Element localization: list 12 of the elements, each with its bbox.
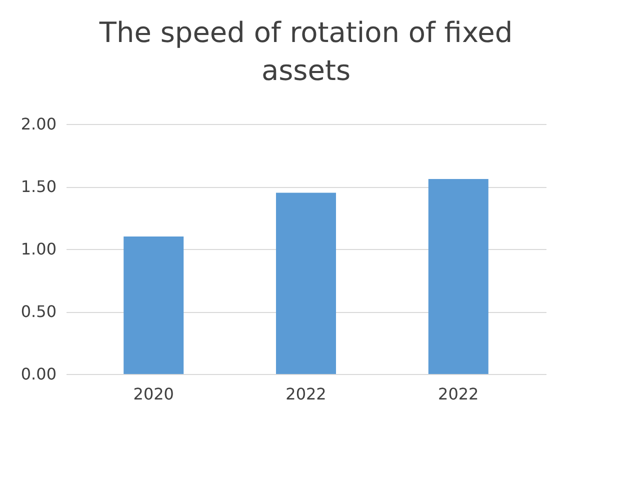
y-tick-label: 1.00 [20, 240, 56, 258]
y-tick-label: 2.00 [20, 114, 56, 134]
y-tick-label: 1.50 [20, 177, 56, 196]
chart-title: The speed of rotation of fixed assets [98, 16, 513, 87]
x-tick-label: 2022 [286, 384, 326, 404]
x-tick-label: 2022 [438, 384, 479, 404]
bar [276, 192, 336, 374]
bar [428, 179, 488, 374]
x-tick-label: 2020 [133, 384, 174, 404]
bar [124, 236, 184, 374]
y-tick-label: 0.00 [20, 364, 56, 384]
y-tick-label: 0.50 [20, 302, 56, 321]
